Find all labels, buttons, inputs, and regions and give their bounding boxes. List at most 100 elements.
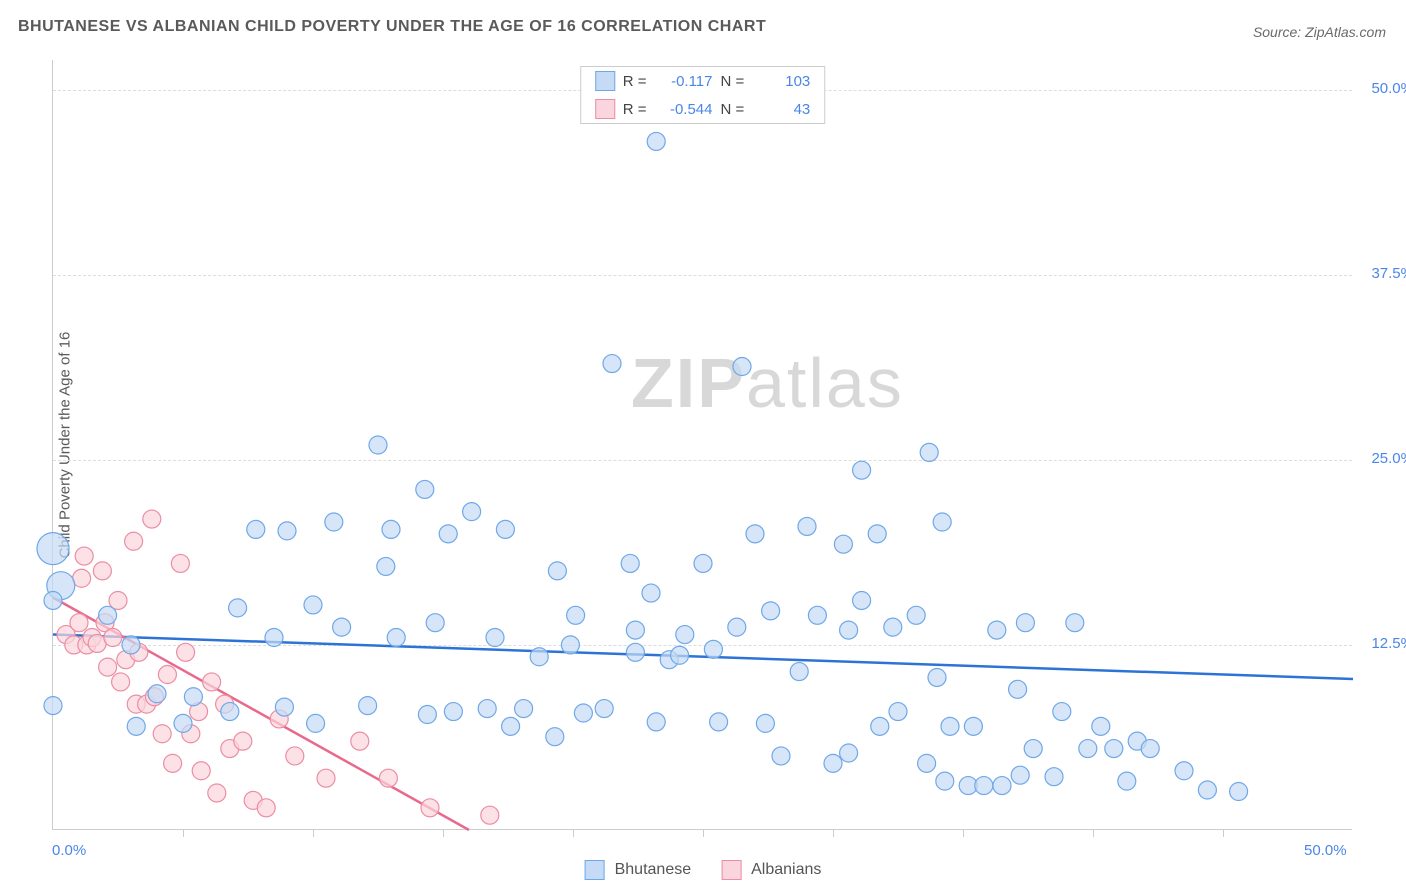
- data-point: [933, 513, 951, 531]
- data-point: [918, 754, 936, 772]
- x-tick-mark: [833, 829, 834, 837]
- data-point: [234, 732, 252, 750]
- data-point: [1105, 740, 1123, 758]
- data-point: [733, 358, 751, 376]
- data-point: [143, 510, 161, 528]
- data-point: [171, 554, 189, 572]
- data-point: [192, 762, 210, 780]
- data-point: [548, 562, 566, 580]
- plot-area: Child Poverty Under the Age of 16 ZIPatl…: [52, 60, 1352, 830]
- source-prefix: Source:: [1253, 24, 1305, 40]
- data-point: [975, 777, 993, 795]
- data-point: [247, 520, 265, 538]
- data-point: [530, 648, 548, 666]
- data-point: [369, 436, 387, 454]
- data-point: [871, 717, 889, 735]
- data-point: [426, 614, 444, 632]
- data-point: [275, 698, 293, 716]
- data-point: [304, 596, 322, 614]
- data-point: [964, 717, 982, 735]
- data-point: [746, 525, 764, 543]
- data-point: [546, 728, 564, 746]
- data-point: [840, 621, 858, 639]
- data-point: [642, 584, 660, 602]
- data-point: [502, 717, 520, 735]
- data-point: [104, 629, 122, 647]
- data-point: [229, 599, 247, 617]
- chart-container: BHUTANESE VS ALBANIAN CHILD POVERTY UNDE…: [0, 0, 1406, 892]
- data-point: [561, 636, 579, 654]
- data-point: [1016, 614, 1034, 632]
- data-point: [478, 700, 496, 718]
- x-tick-label: 0.0%: [52, 842, 86, 859]
- source-name: ZipAtlas.com: [1305, 24, 1386, 40]
- data-point: [1066, 614, 1084, 632]
- data-point: [671, 646, 689, 664]
- data-point: [1011, 766, 1029, 784]
- data-point: [824, 754, 842, 772]
- x-tick-mark: [963, 829, 964, 837]
- data-point: [99, 658, 117, 676]
- data-point: [920, 443, 938, 461]
- data-point: [174, 714, 192, 732]
- x-tick-mark: [443, 829, 444, 837]
- data-point: [387, 629, 405, 647]
- x-tick-mark: [1223, 829, 1224, 837]
- regression-line: [53, 635, 1353, 679]
- data-point: [382, 520, 400, 538]
- data-point: [418, 706, 436, 724]
- data-point: [325, 513, 343, 531]
- data-point: [756, 714, 774, 732]
- series-legend: Bhutanese Albanians: [585, 860, 822, 880]
- x-tick-mark: [183, 829, 184, 837]
- data-point: [70, 614, 88, 632]
- data-point: [377, 557, 395, 575]
- data-point: [148, 685, 166, 703]
- data-point: [868, 525, 886, 543]
- legend-swatch-albanians: [721, 860, 741, 880]
- data-point: [808, 606, 826, 624]
- data-point: [351, 732, 369, 750]
- data-point: [567, 606, 585, 624]
- data-point: [676, 626, 694, 644]
- data-point: [762, 602, 780, 620]
- data-point: [125, 532, 143, 550]
- data-point: [907, 606, 925, 624]
- x-tick-label: 50.0%: [1304, 842, 1347, 859]
- data-point: [626, 643, 644, 661]
- data-point: [37, 533, 69, 565]
- data-point: [158, 666, 176, 684]
- data-point: [208, 784, 226, 802]
- data-point: [486, 629, 504, 647]
- data-point: [704, 640, 722, 658]
- data-point: [99, 606, 117, 624]
- legend-swatch-bhutanese: [585, 860, 605, 880]
- data-point: [884, 618, 902, 636]
- data-point: [75, 547, 93, 565]
- series-label-0: Bhutanese: [615, 861, 692, 879]
- data-point: [317, 769, 335, 787]
- data-point: [515, 700, 533, 718]
- data-point: [790, 663, 808, 681]
- x-tick-mark: [703, 829, 704, 837]
- data-point: [772, 747, 790, 765]
- data-point: [1092, 717, 1110, 735]
- data-point: [647, 132, 665, 150]
- data-point: [184, 688, 202, 706]
- y-tick-label: 25.0%: [1371, 450, 1406, 467]
- data-point: [112, 673, 130, 691]
- data-point: [574, 704, 592, 722]
- data-point: [257, 799, 275, 817]
- data-point: [153, 725, 171, 743]
- data-point: [941, 717, 959, 735]
- data-point: [265, 629, 283, 647]
- y-tick-label: 50.0%: [1371, 80, 1406, 97]
- data-point: [928, 668, 946, 686]
- x-tick-mark: [313, 829, 314, 837]
- data-point: [1230, 783, 1248, 801]
- data-point: [463, 503, 481, 521]
- data-point: [889, 703, 907, 721]
- data-point: [728, 618, 746, 636]
- x-tick-mark: [573, 829, 574, 837]
- series-legend-item-1: Albanians: [721, 860, 821, 880]
